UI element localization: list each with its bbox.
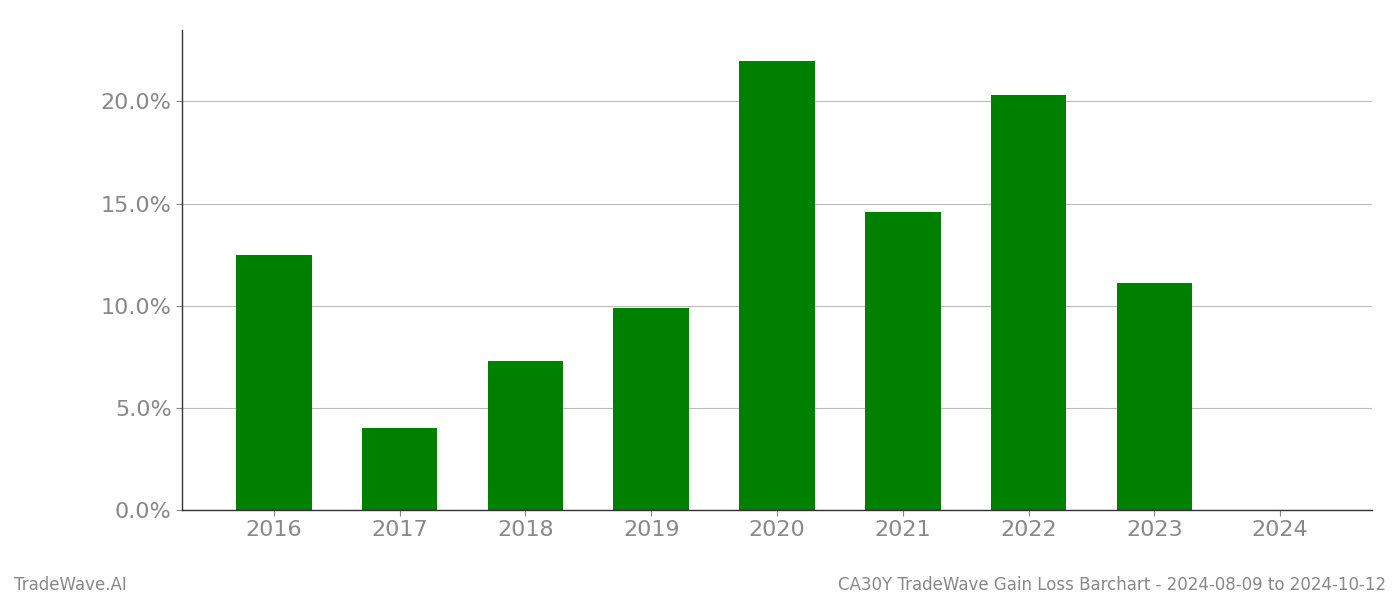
Bar (739, 61, 815, 510)
Bar (487, 361, 563, 510)
Bar (361, 428, 437, 510)
Bar (1117, 283, 1193, 510)
Bar (991, 95, 1067, 510)
Text: CA30Y TradeWave Gain Loss Barchart - 2024-08-09 to 2024-10-12: CA30Y TradeWave Gain Loss Barchart - 202… (837, 576, 1386, 594)
Bar (237, 254, 312, 510)
Text: TradeWave.AI: TradeWave.AI (14, 576, 127, 594)
Bar (613, 308, 689, 510)
Bar (865, 212, 941, 510)
